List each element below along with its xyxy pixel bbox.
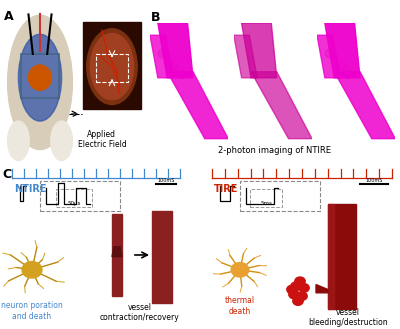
Ellipse shape	[28, 65, 52, 90]
Text: C: C	[2, 168, 11, 181]
Text: 2-photon imaging of NTIRE: 2-photon imaging of NTIRE	[218, 146, 332, 155]
Text: TIRE: TIRE	[214, 185, 238, 194]
Ellipse shape	[18, 34, 62, 121]
Ellipse shape	[8, 121, 29, 161]
Ellipse shape	[8, 15, 72, 149]
Polygon shape	[317, 35, 340, 78]
Text: B: B	[150, 11, 160, 24]
Polygon shape	[158, 23, 193, 78]
Text: before
stimulation: before stimulation	[170, 6, 209, 19]
Point	[178, 71, 184, 77]
Bar	[250, 189, 282, 207]
Bar	[328, 204, 334, 309]
Ellipse shape	[87, 29, 137, 105]
Text: A: A	[4, 10, 14, 23]
Circle shape	[297, 292, 307, 300]
Bar	[56, 189, 92, 207]
Text: 100mS: 100mS	[157, 178, 175, 183]
Ellipse shape	[51, 121, 72, 161]
Point	[170, 63, 177, 68]
Bar	[328, 204, 356, 309]
Circle shape	[299, 284, 309, 292]
Polygon shape	[167, 72, 228, 139]
Point	[337, 63, 344, 68]
Polygon shape	[251, 72, 312, 139]
Bar	[96, 54, 128, 82]
Point	[326, 51, 332, 56]
Polygon shape	[112, 247, 122, 257]
Ellipse shape	[90, 34, 134, 100]
Text: induced
contraction: induced contraction	[253, 6, 293, 19]
Circle shape	[287, 285, 297, 294]
Text: after
recovery: after recovery	[341, 6, 371, 19]
Bar	[40, 181, 120, 211]
Point	[345, 71, 352, 77]
Polygon shape	[325, 23, 360, 78]
Text: NTIRE: NTIRE	[14, 185, 46, 194]
Polygon shape	[150, 35, 174, 78]
Circle shape	[22, 262, 42, 278]
Bar	[21, 54, 59, 98]
Circle shape	[291, 282, 301, 291]
Bar	[83, 22, 141, 109]
Text: neuron poration
and death: neuron poration and death	[1, 301, 63, 320]
Polygon shape	[242, 23, 277, 78]
Bar	[240, 181, 320, 211]
Text: 50μs: 50μs	[67, 201, 81, 206]
Circle shape	[231, 263, 249, 277]
Point	[158, 51, 165, 56]
Text: 100mS: 100mS	[365, 178, 383, 183]
Bar	[112, 214, 122, 296]
Circle shape	[289, 290, 299, 299]
Polygon shape	[234, 35, 257, 78]
Text: vessel
bleeding/destruction: vessel bleeding/destruction	[308, 308, 388, 327]
Text: vessel
contraction/recovery: vessel contraction/recovery	[100, 303, 180, 322]
Text: Applied
Electric Field: Applied Electric Field	[78, 130, 126, 149]
Bar	[152, 211, 172, 303]
Polygon shape	[316, 285, 328, 293]
Polygon shape	[334, 72, 395, 139]
Text: 5ms: 5ms	[260, 201, 272, 206]
Circle shape	[295, 277, 305, 286]
Text: thermal
death: thermal death	[225, 296, 255, 316]
Circle shape	[293, 297, 303, 305]
